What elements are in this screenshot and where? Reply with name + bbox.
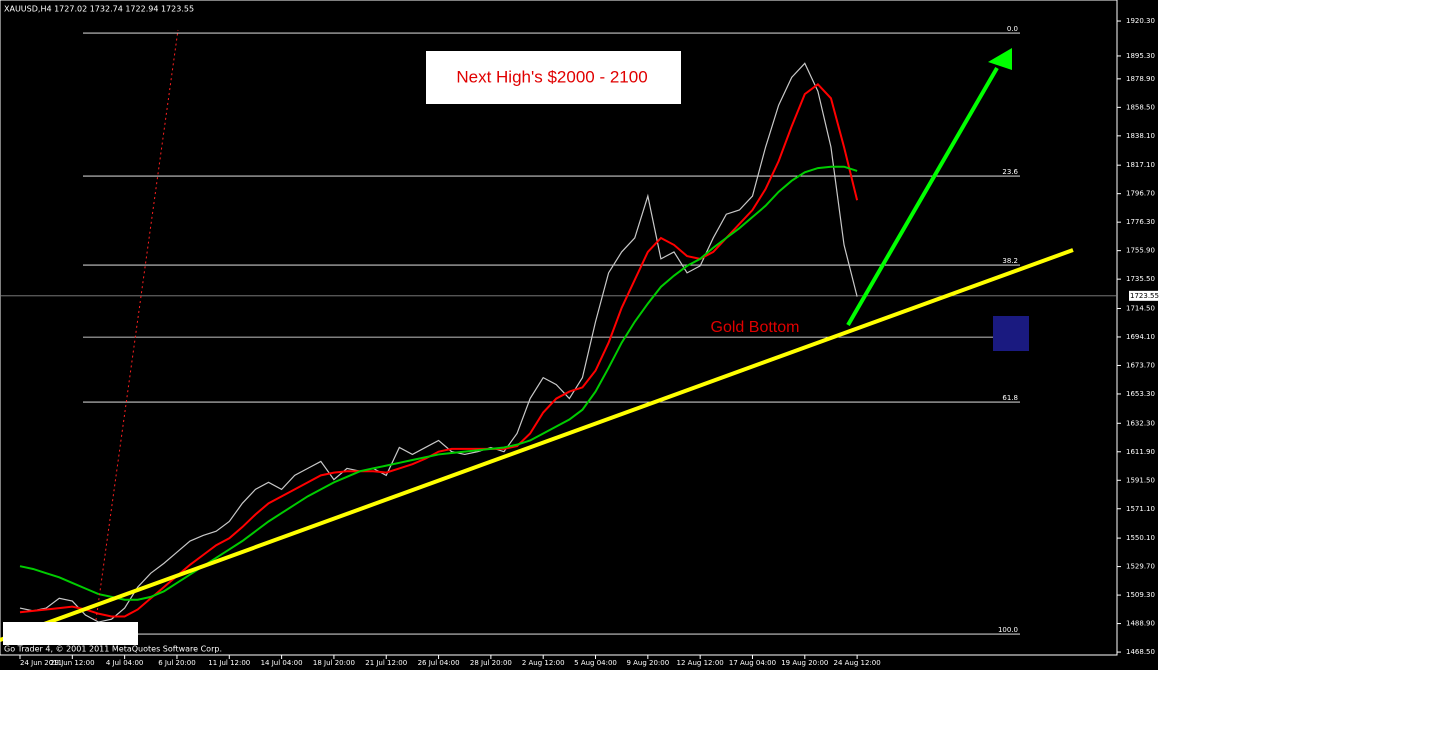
x-tick-label: 24 Aug 12:00	[834, 659, 881, 667]
fib-label: 0.0	[1007, 25, 1018, 33]
price-box	[1129, 290, 1158, 301]
y-tick-label: 1488.90	[1126, 620, 1155, 628]
chart-background	[0, 0, 1158, 670]
y-tick-label: 1694.10	[1126, 333, 1155, 341]
y-tick-label: 1878.90	[1126, 75, 1155, 83]
fib-label: 38.2	[1002, 257, 1018, 265]
series-line	[19, 82, 859, 618]
y-tick-label: 1673.70	[1126, 361, 1155, 369]
fib-label: 23.6	[1002, 168, 1018, 176]
y-tick-label: 1796.70	[1126, 190, 1155, 198]
y-tick-label: 1895.30	[1126, 52, 1155, 60]
y-tick-label: 1632.30	[1126, 419, 1155, 427]
y-tick-label: 1468.50	[1126, 648, 1155, 656]
y-tick-label: 1571.10	[1126, 505, 1155, 513]
x-tick-label: 6 Jul 20:00	[158, 659, 196, 667]
x-tick-label: 2 Aug 12:00	[522, 659, 565, 667]
x-tick-label: 28 Jul 20:00	[470, 659, 512, 667]
x-tick-label: 5 Aug 04:00	[574, 659, 617, 667]
level-box	[993, 316, 1029, 351]
fib-label: 100.0	[998, 626, 1018, 634]
annotation: Gold Bottom	[711, 319, 800, 336]
y-tick-label: 1611.90	[1126, 448, 1155, 456]
fib-label: 61.8	[1002, 394, 1018, 402]
annotation: Next High's $2000 - 2100	[456, 67, 647, 86]
cycle-line	[95, 29, 179, 621]
y-tick-label: 1509.30	[1126, 591, 1155, 599]
y-tick-label: 1838.10	[1126, 132, 1155, 140]
y-tick-label: 1550.10	[1126, 534, 1155, 542]
x-tick-label: 24 Jun 2011	[20, 659, 62, 667]
x-tick-label: 26 Jul 04:00	[418, 659, 460, 667]
trend-line	[0, 248, 1074, 642]
x-tick-label: 18 Jul 20:00	[313, 659, 355, 667]
y-tick-label: 1591.50	[1126, 476, 1155, 484]
note-box	[426, 51, 681, 104]
y-tick-label: 1858.50	[1126, 103, 1155, 111]
x-tick-label: 19 Aug 20:00	[781, 659, 828, 667]
x-tick-label: 12 Aug 12:00	[677, 659, 724, 667]
arrow-head	[988, 48, 1012, 70]
x-tick-label: 9 Aug 20:00	[626, 659, 669, 667]
x-tick-label: 4 Jul 04:00	[106, 659, 144, 667]
x-tick-label: 21 Jul 12:00	[365, 659, 407, 667]
arrow-shaft	[846, 66, 999, 327]
footer: Go Trader 4, © 2001 2011 MetaQuotes Soft…	[4, 645, 222, 654]
y-tick-label: 1817.10	[1126, 161, 1155, 169]
y-tick-label: 1920.30	[1126, 17, 1155, 25]
footer-box	[3, 622, 138, 645]
y-tick-label: 1735.50	[1126, 275, 1155, 283]
price-label: 1723.55	[1130, 292, 1159, 300]
plot-frame	[0, 0, 1118, 656]
x-tick-label: 14 Jul 04:00	[261, 659, 303, 667]
y-tick-label: 1755.90	[1126, 247, 1155, 255]
y-tick-label: 1653.30	[1126, 390, 1155, 398]
series-line	[19, 62, 858, 623]
y-tick-label: 1776.30	[1126, 218, 1155, 226]
x-tick-label: 29 Jun 12:00	[50, 659, 94, 667]
x-tick-label: 17 Aug 04:00	[729, 659, 776, 667]
y-tick-label: 1529.70	[1126, 563, 1155, 571]
x-tick-label: 11 Jul 12:00	[208, 659, 250, 667]
chart-title: XAUUSD,H4 1727.02 1732.74 1722.94 1723.5…	[4, 5, 194, 14]
series-line	[19, 165, 858, 601]
y-tick-label: 1714.50	[1126, 304, 1155, 312]
